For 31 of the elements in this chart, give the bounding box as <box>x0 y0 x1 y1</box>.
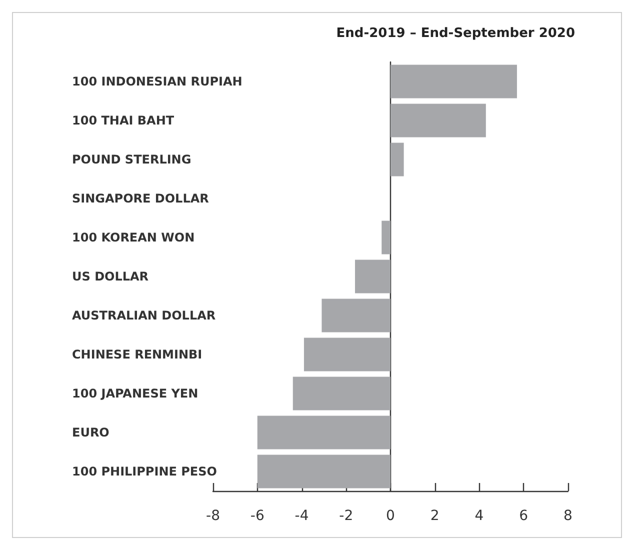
y-tick-label: POUND STERLING <box>72 152 192 166</box>
bar <box>390 142 404 176</box>
y-tick-label: 100 KOREAN WON <box>72 230 195 244</box>
bar <box>257 454 390 488</box>
y-tick-label: AUSTRALIAN DOLLAR <box>72 308 216 322</box>
y-tick-label: SINGAPORE DOLLAR <box>72 192 209 206</box>
y-tick-label: EURO <box>72 426 110 440</box>
y-tick-label: 100 JAPANESE YEN <box>72 386 198 400</box>
bar <box>355 260 390 294</box>
chart-title: End-2019 – End-September 2020 <box>336 26 576 41</box>
y-tick-label: 100 INDONESIAN RUPIAH <box>72 74 242 88</box>
bar <box>390 64 517 98</box>
x-tick-label: 4 <box>474 508 484 524</box>
bar <box>304 338 390 372</box>
bar <box>257 416 390 450</box>
bar <box>382 220 390 254</box>
x-tick-label: 2 <box>430 508 440 524</box>
y-tick-label: CHINESE RENMINBI <box>72 348 202 362</box>
x-tick-label: 6 <box>519 508 528 524</box>
bar <box>322 298 390 332</box>
x-tick-label: -4 <box>294 508 309 524</box>
y-tick-label: 100 THAI BAHT <box>72 114 175 128</box>
x-tick-label: -2 <box>339 508 354 524</box>
x-tick-label: -6 <box>250 508 264 524</box>
bar <box>292 376 390 410</box>
y-tick-label: 100 PHILIPPINE PESO <box>72 464 217 478</box>
y-tick-label: US DOLLAR <box>72 270 149 284</box>
x-tick-label: 0 <box>386 508 395 524</box>
x-tick-label: -8 <box>206 508 220 524</box>
x-tick-label: 8 <box>564 508 572 524</box>
bar <box>390 104 486 138</box>
